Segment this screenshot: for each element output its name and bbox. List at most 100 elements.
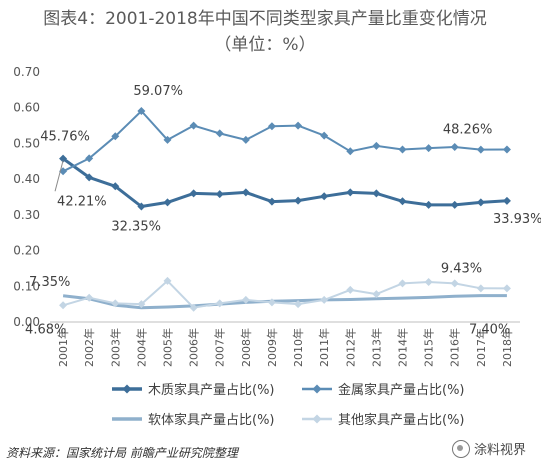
x-tick-label: 2013年 [369,328,383,367]
x-axis: 2001年 2002年 2003年 2004年 2005年 2006年 2007年 2008年… [50,321,520,367]
x-tick-label: 2012年 [343,328,357,367]
data-point [294,196,303,205]
legend-marker [312,384,322,394]
data-point [398,145,407,154]
watermark-text: 涂料视界 [474,443,527,458]
series-lines [59,107,511,312]
legend-label: 金属家具产量占比(%) [338,382,465,398]
data-label: 32.35% [111,219,161,234]
data-point [85,154,94,163]
data-label: 9.43% [441,261,482,276]
data-point [267,122,276,131]
x-tick-label: 2004年 [134,328,148,367]
x-tick-label: 2018年 [500,328,514,367]
data-point [137,202,146,211]
data-point [241,188,250,197]
x-tick-label: 2006年 [187,328,201,367]
x-tick-label: 2017年 [474,328,488,367]
data-label: 7.40% [469,323,510,338]
data-point [346,285,355,294]
data-point [215,190,224,199]
x-tick-label: 2016年 [448,328,462,367]
data-point [241,295,250,304]
y-axis: 0.00 0.10 0.20 0.30 0.40 0.50 0.60 0.70 [13,65,40,329]
data-point [294,121,303,130]
legend-item-0: 木质家具产量占比(%) [112,382,275,398]
data-point [424,278,433,286]
data-point [502,284,511,293]
data-point [346,147,355,156]
series-line-1 [62,110,507,173]
legend: 木质家具产量占比(%) 金属家具产量占比(%) 软体家具产量占比(%) 其他家具产量占… [112,382,465,428]
data-label: 42.21% [57,194,107,209]
data-point [476,145,485,154]
data-point [294,300,303,309]
data-label: 7.35% [29,275,70,290]
data-point [320,131,329,140]
data-point [450,143,459,151]
data-point [424,144,433,153]
data-point [59,154,68,163]
data-point [424,200,433,209]
legend-label: 木质家具产量占比(%) [148,382,275,398]
y-tick-label: 0.40 [13,172,40,186]
data-label: 4.68% [25,322,66,337]
data-label: 59.07% [133,84,183,99]
data-point [163,135,172,144]
data-point [215,129,224,138]
data-point [502,196,511,205]
data-point [241,135,250,144]
x-tick-label: 2005年 [161,328,175,367]
data-point [111,132,120,141]
data-point [398,197,407,206]
data-point [450,279,459,288]
data-point [111,299,120,308]
data-label: 48.26% [443,123,493,138]
legend-item-2: 软体家具产量占比(%) [112,412,275,428]
data-point [450,200,459,209]
x-tick-label: 2003年 [108,328,122,367]
x-tick-label: 2010年 [291,328,305,367]
watermark: 涂料视界 [452,439,526,458]
x-tick-label: 2001年 [56,328,70,367]
legend-label: 软体家具产量占比(%) [148,412,275,428]
legend-item-1: 金属家具产量占比(%) [302,382,465,398]
data-point [59,301,68,310]
data-annotations: 45.76% 42.21% 59.07% 32.35% 48.26% 33.93% 7.35… [25,84,541,338]
data-label: 33.93% [493,212,541,227]
y-tick-label: 0.50 [13,136,40,150]
series-line-2 [62,294,507,310]
data-point [372,290,381,299]
y-tick-label: 0.20 [13,244,40,258]
legend-item-3: 其他家具产量占比(%) [302,412,465,428]
data-point [346,188,355,197]
data-point [85,173,94,182]
data-point [189,121,198,130]
x-tick-label: 2007年 [213,328,227,367]
data-point [163,198,172,207]
data-point [163,276,172,285]
x-tick-label: 2011年 [317,328,331,367]
data-point [189,303,198,312]
data-point [476,284,485,293]
data-point [215,299,224,308]
legend-label: 其他家具产量占比(%) [338,412,465,428]
data-point [85,293,94,302]
x-tick-label: 2014年 [396,328,410,367]
data-point [267,298,276,307]
data-point [372,141,381,150]
x-tick-label: 2008年 [239,328,253,367]
data-point [137,300,146,309]
x-tick-label: 2015年 [422,328,436,367]
data-point [267,197,276,206]
data-point [137,107,146,116]
y-tick-label: 0.10 [13,279,40,293]
data-point [502,145,511,154]
legend-marker [312,414,322,424]
y-tick-label: 0.70 [13,65,40,79]
data-point [320,192,329,201]
y-tick-label: 0.00 [13,315,40,329]
data-label: 45.76% [40,130,90,145]
series-line-0 [62,157,507,208]
